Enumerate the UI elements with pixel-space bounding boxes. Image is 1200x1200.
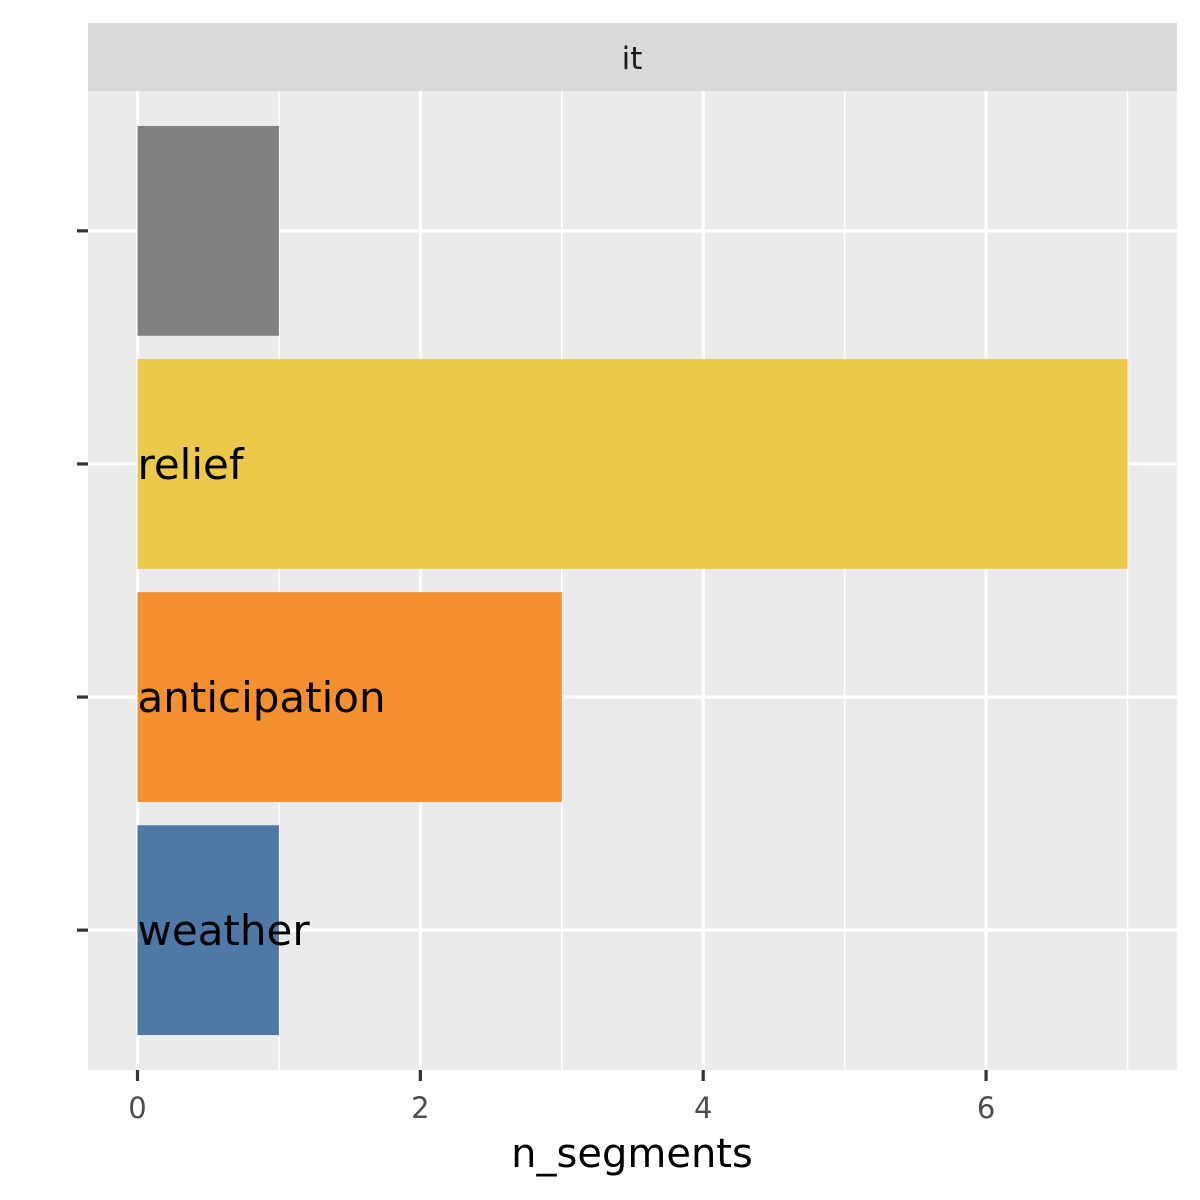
x-tick-label: 2: [411, 1091, 429, 1125]
bar: [137, 125, 279, 336]
bar-label: relief: [138, 440, 245, 489]
bar-label: weather: [138, 906, 311, 955]
bar: [137, 592, 562, 802]
x-tick-label: 6: [977, 1091, 995, 1125]
x-axis-ticks: 0 2 4 6: [128, 1070, 995, 1125]
bar: [137, 359, 1128, 569]
x-axis-title: n_segments: [511, 1131, 753, 1177]
facet-label: it: [622, 41, 643, 77]
bar-labels: relief anticipation weather: [138, 440, 386, 955]
y-axis-ticks: [77, 229, 88, 932]
facet-strip: [88, 23, 1177, 91]
bars: [137, 125, 1128, 1036]
x-tick-label: 4: [694, 1091, 712, 1125]
x-tick-label: 0: [128, 1091, 146, 1125]
bar: [137, 825, 279, 1036]
bar-label: anticipation: [138, 673, 386, 722]
